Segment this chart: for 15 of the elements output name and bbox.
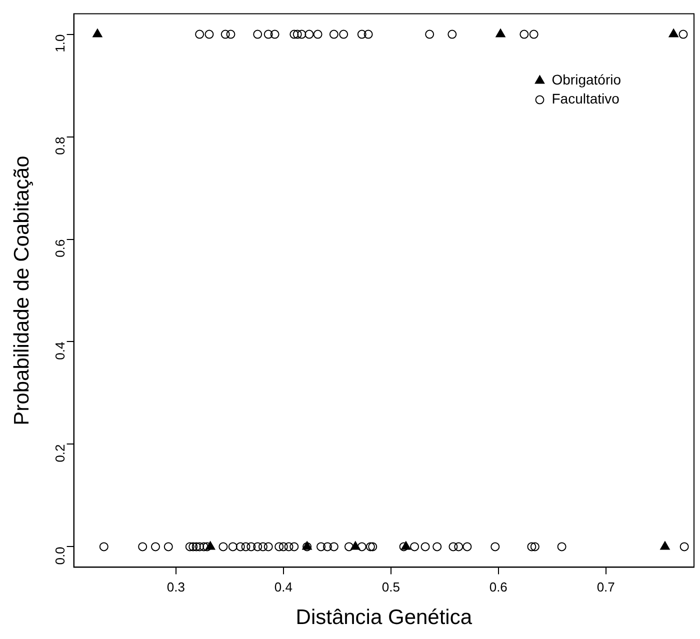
legend-label: Obrigatório: [552, 72, 622, 88]
x-tick-label: 0.4: [274, 580, 292, 595]
y-tick-label: 0.6: [52, 239, 68, 258]
y-axis-title: Probabilidade de Coabitação: [10, 156, 34, 426]
y-tick-label: 0.0: [52, 546, 68, 565]
x-tick-label: 0.7: [596, 580, 615, 595]
y-tick-label: 0.8: [52, 136, 68, 155]
x-tick-label: 0.6: [489, 580, 508, 595]
y-tick-label: 1.0: [52, 34, 68, 52]
x-tick-label: 0.3: [166, 580, 185, 595]
x-tick-label: 0.5: [382, 580, 400, 595]
x-axis-title: Distância Genética: [296, 606, 472, 630]
y-tick-label: 0.2: [52, 444, 68, 462]
y-tick-label: 0.4: [52, 342, 68, 360]
legend-label: Facultativo: [552, 90, 620, 107]
